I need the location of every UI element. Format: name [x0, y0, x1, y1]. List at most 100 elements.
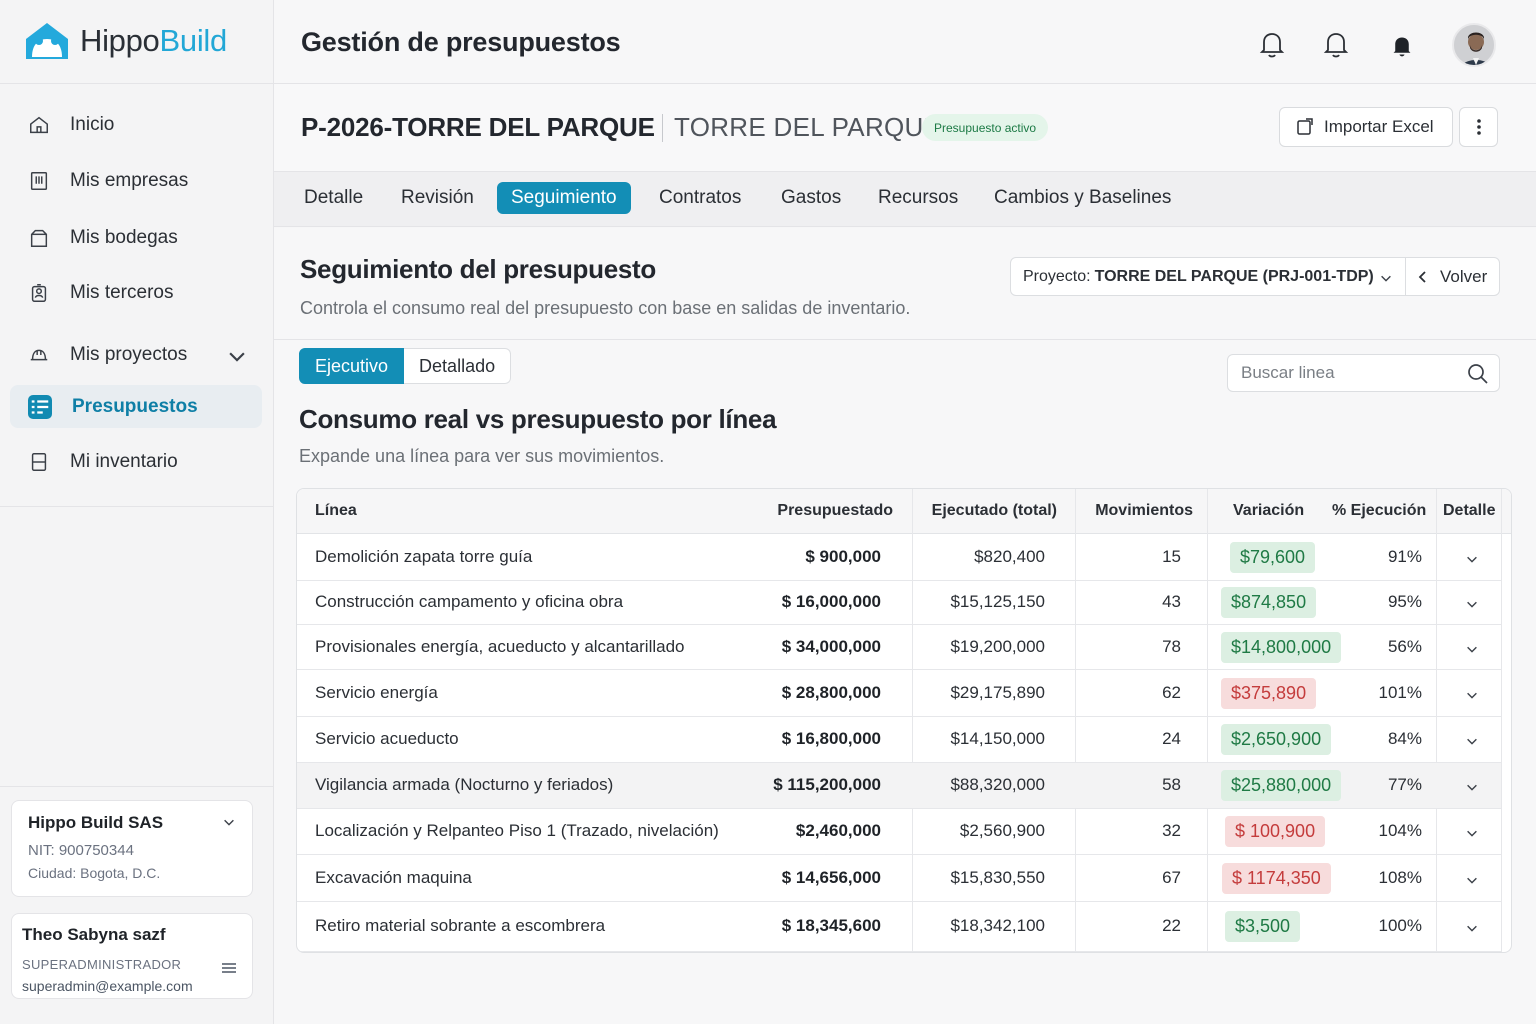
- tab-revision[interactable]: Revisión: [401, 187, 474, 208]
- chevron-down-icon[interactable]: [222, 815, 236, 829]
- divider: [0, 506, 274, 507]
- col-header-detalle: Detalle: [1443, 502, 1496, 519]
- tab-seguimiento[interactable]: Seguimiento: [497, 182, 631, 214]
- table-row[interactable]: Provisionales energía, acueducto y alcan…: [297, 625, 1501, 670]
- expand-chevron-icon[interactable]: [1465, 921, 1479, 935]
- cell-line: Localización y Relpanteo Piso 1 (Trazado…: [315, 821, 719, 840]
- cell-executed: $19,200,000: [950, 637, 1045, 656]
- table-row[interactable]: Servicio energía $ 28,800,000 $29,175,890 6…: [297, 670, 1501, 717]
- expand-chevron-icon[interactable]: [1465, 873, 1479, 887]
- logo[interactable]: HippoBuild: [22, 16, 227, 66]
- variation-badge: $25,880,000: [1221, 770, 1342, 801]
- col-header-movimientos: Movimientos: [1095, 502, 1193, 519]
- logo-text-part1: Hippo: [80, 23, 160, 58]
- import-excel-label: Importar Excel: [1324, 117, 1434, 136]
- budget-name: TORRE DEL PARQUE: [674, 112, 942, 142]
- section-subtitle: Controla el consumo real del presupuesto…: [300, 298, 911, 318]
- logo-text-part2: Build: [159, 23, 228, 58]
- people-icon: [31, 283, 47, 302]
- sidebar-item-presupuestos[interactable]: Presupuestos: [10, 385, 262, 428]
- bell-icon[interactable]: [1259, 30, 1285, 58]
- sidebar-item-label: Mis bodegas: [70, 226, 178, 248]
- cell-executed: $18,342,100: [950, 916, 1045, 935]
- sidebar-item-label: Mi inventario: [70, 450, 178, 472]
- user-name: Theo Sabyna sazf: [22, 925, 166, 944]
- sidebar-item-inicio[interactable]: Inicio: [10, 103, 262, 146]
- expand-chevron-icon[interactable]: [1465, 552, 1479, 566]
- tab-cambios-baselines[interactable]: Cambios y Baselines: [994, 187, 1172, 208]
- expand-chevron-icon[interactable]: [1465, 597, 1479, 611]
- table-row[interactable]: Demolición zapata torre guía $ 900,000 $82…: [297, 534, 1501, 581]
- project-select[interactable]: Proyecto: TORRE DEL PARQUE (PRJ-001-TDP): [1010, 257, 1406, 296]
- column-divider: [1075, 489, 1076, 952]
- sidebar-item-bodegas[interactable]: Mis bodegas: [10, 216, 262, 259]
- divider: [662, 114, 663, 142]
- inventory-icon: [31, 452, 47, 471]
- company-name: Hippo Build SAS: [28, 813, 164, 832]
- expand-chevron-icon[interactable]: [1465, 826, 1479, 840]
- budget-icon: [28, 394, 52, 419]
- user-avatar-icon: [1454, 25, 1494, 65]
- bell-filled-icon[interactable]: [1391, 34, 1413, 58]
- budget-header: P-2026-TORRE DEL PARQUE TORRE DEL PARQUE…: [274, 84, 1536, 172]
- expand-chevron-icon[interactable]: [1465, 688, 1479, 702]
- cell-movements: 43: [1162, 592, 1181, 611]
- table-row[interactable]: Localización y Relpanteo Piso 1 (Trazado…: [297, 809, 1501, 855]
- cell-execution-pct: 100%: [1378, 916, 1422, 935]
- chevron-down-icon: [229, 352, 245, 362]
- tab-gastos[interactable]: Gastos: [781, 187, 842, 208]
- table-title: Consumo real vs presupuesto por línea: [299, 404, 777, 434]
- sidebar-item-proyectos[interactable]: Mis proyectos: [10, 333, 262, 376]
- view-ejecutivo-button[interactable]: Ejecutivo: [299, 348, 405, 384]
- table-row[interactable]: Vigilancia armada (Nocturno y feriados) $…: [297, 763, 1501, 809]
- tab-detalle[interactable]: Detalle: [304, 187, 364, 208]
- page-title: Gestión de presupuestos: [301, 27, 621, 57]
- search-icon[interactable]: [1467, 363, 1489, 385]
- cell-line: Retiro material sobrante a escombrera: [315, 916, 606, 935]
- menu-icon[interactable]: [220, 960, 238, 976]
- sidebar-item-terceros[interactable]: Mis terceros: [10, 271, 262, 314]
- main-content: Seguimiento del presupuesto Controla el …: [274, 228, 1536, 1024]
- more-options-button[interactable]: [1459, 107, 1498, 147]
- expand-chevron-icon[interactable]: [1465, 780, 1479, 794]
- chevron-left-icon: [1418, 270, 1426, 283]
- bell-icon[interactable]: [1323, 30, 1349, 58]
- search-input[interactable]: Buscar linea: [1227, 354, 1500, 392]
- cell-movements: 62: [1162, 683, 1181, 702]
- divider: [0, 786, 274, 787]
- sidebar-item-empresas[interactable]: Mis empresas: [10, 159, 262, 202]
- sidebar-nav: Inicio Mis empresas Mis bodegas Mis terc…: [10, 98, 262, 483]
- view-detallado-button[interactable]: Detallado: [404, 348, 512, 384]
- column-divider: [912, 489, 913, 952]
- col-header-presupuestado: Presupuestado: [777, 502, 893, 519]
- variation-badge: $2,650,900: [1221, 724, 1332, 755]
- cell-budget: $2,460,000: [795, 821, 881, 840]
- sidebar-item-label: Mis proyectos: [70, 343, 188, 365]
- table-row[interactable]: Construcción campamento y oficina obra $ …: [297, 581, 1501, 625]
- building-icon: [30, 171, 48, 190]
- company-selector[interactable]: Hippo Build SAS NIT: 900750344 Ciudad: B…: [11, 800, 253, 897]
- status-badge: Presupuesto activo: [922, 114, 1049, 141]
- table-row[interactable]: Servicio acueducto $ 16,800,000 $14,150,00…: [297, 717, 1501, 763]
- table-row[interactable]: Retiro material sobrante a escombrera $ 1…: [297, 902, 1501, 952]
- sidebar-item-label: Inicio: [70, 113, 115, 135]
- back-button[interactable]: Volver: [1405, 257, 1500, 296]
- expand-chevron-icon[interactable]: [1465, 642, 1479, 656]
- tab-recursos[interactable]: Recursos: [878, 187, 959, 208]
- expand-chevron-icon[interactable]: [1465, 734, 1479, 748]
- table-row[interactable]: Excavación maquina $ 14,656,000 $15,830,55…: [297, 855, 1501, 902]
- variation-badge: $79,600: [1230, 542, 1316, 573]
- variation-badge: $3,500: [1225, 911, 1301, 942]
- chevron-down-icon: [1381, 275, 1391, 282]
- sidebar-item-inventario[interactable]: Mi inventario: [10, 440, 262, 483]
- variation-badge: $ 100,900: [1225, 816, 1326, 847]
- cell-budget: $ 16,800,000: [781, 729, 881, 748]
- import-excel-button[interactable]: Importar Excel: [1279, 107, 1453, 147]
- cell-execution-pct: 108%: [1378, 868, 1422, 887]
- column-divider: [1207, 489, 1208, 952]
- avatar[interactable]: [1452, 23, 1496, 67]
- sidebar-item-label: Mis empresas: [70, 169, 189, 191]
- cell-executed: $14,150,000: [950, 729, 1045, 748]
- tab-contratos[interactable]: Contratos: [659, 187, 742, 208]
- cell-line: Excavación maquina: [315, 868, 472, 887]
